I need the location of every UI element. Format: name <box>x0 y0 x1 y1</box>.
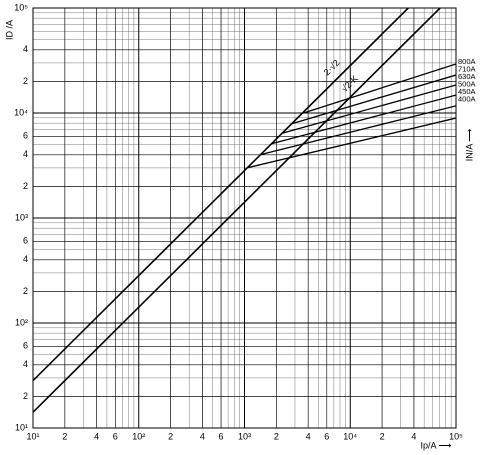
series-line <box>33 8 409 382</box>
x-axis-label: Ip/A ⟶ <box>421 440 452 450</box>
y-tick-label: 4 <box>23 44 28 54</box>
x-tick-label: 2 <box>380 431 385 441</box>
y-tick-label: 10¹ <box>15 422 28 432</box>
series-label: 500A <box>458 79 476 88</box>
series-label: 2·√2 <box>322 58 342 78</box>
y-tick-label: 4 <box>23 254 28 264</box>
x-tick-label: 2 <box>274 431 279 441</box>
x-tick-label: 2 <box>62 431 67 441</box>
y-tick-label: 2 <box>23 181 28 191</box>
y-tick-label: 10³ <box>15 212 28 222</box>
y-tick-label: 2 <box>23 286 28 296</box>
x-tick-label: 6 <box>219 431 224 441</box>
grid <box>33 8 456 428</box>
y-tick-label: 2 <box>23 76 28 86</box>
x-tick-label: 10¹ <box>26 431 39 441</box>
y-axis-label: ID /A <box>4 20 14 40</box>
x-tick-label: 10⁴ <box>343 431 357 441</box>
y-tick-label: 10² <box>15 317 28 327</box>
series-group <box>33 8 456 413</box>
x-tick-label: 10³ <box>238 431 251 441</box>
x-tick-label: 4 <box>411 431 416 441</box>
y-tick-label: 4 <box>23 149 28 159</box>
series-line <box>271 94 456 145</box>
series-line <box>291 74 456 125</box>
x-tick-label: 10⁵ <box>449 431 463 441</box>
x-tick-label: 4 <box>94 431 99 441</box>
series-line <box>246 117 456 169</box>
y-tick-label: 10⁵ <box>14 2 28 12</box>
series-label: 710A <box>458 64 476 73</box>
y-tick-label: 4 <box>23 359 28 369</box>
y-tick-label: 6 <box>23 131 28 141</box>
x-tick-label: 2 <box>168 431 173 441</box>
y-tick-label: 2 <box>23 391 28 401</box>
x-tick-label: 4 <box>306 431 311 441</box>
series-line <box>259 105 456 156</box>
series-line <box>301 63 456 115</box>
series-line <box>33 8 441 413</box>
y-tick-label: 10⁴ <box>14 107 28 117</box>
series-label: 800A <box>458 57 476 66</box>
right-axis-label: IN/A ⟶ <box>464 129 474 162</box>
series-label: 400A <box>458 94 476 103</box>
series-label: 450A <box>458 87 476 96</box>
y-tick-label: 6 <box>23 236 28 246</box>
x-tick-label: 4 <box>200 431 205 441</box>
x-tick-label: 6 <box>324 431 329 441</box>
series-line <box>281 84 456 134</box>
x-tick-label: 10² <box>132 431 145 441</box>
series-label: 630A <box>458 72 476 81</box>
y-tick-label: 6 <box>23 341 28 351</box>
x-tick-label: 6 <box>113 431 118 441</box>
